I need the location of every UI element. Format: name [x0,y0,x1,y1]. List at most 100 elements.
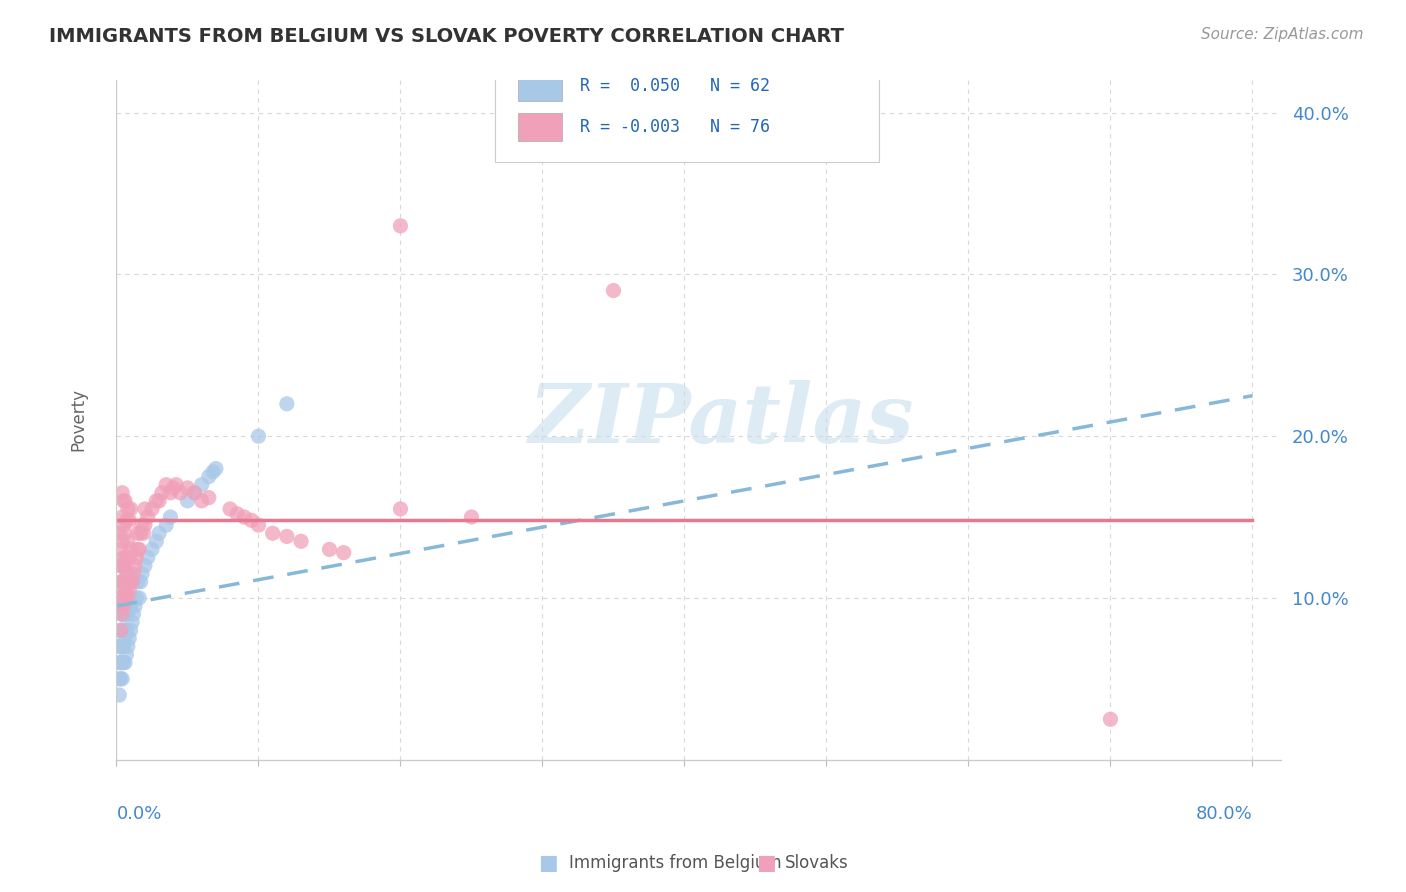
Text: IMMIGRANTS FROM BELGIUM VS SLOVAK POVERTY CORRELATION CHART: IMMIGRANTS FROM BELGIUM VS SLOVAK POVERT… [49,27,844,45]
Point [240,513,263,527]
Point [108,672,131,686]
FancyBboxPatch shape [519,113,562,142]
Point [110,542,132,557]
Point [124,558,146,573]
Point [183,485,205,500]
Point [108,656,131,670]
Point [108,688,131,702]
Point [112,558,135,573]
Text: Source: ZipAtlas.com: Source: ZipAtlas.com [1201,27,1364,42]
Point [318,542,340,557]
Point [122,566,145,581]
Text: ■: ■ [756,854,776,873]
Point [389,219,412,233]
Point [117,502,139,516]
Point [145,494,167,508]
Point [111,656,134,670]
Text: R =  0.050   N = 62: R = 0.050 N = 62 [579,78,770,95]
Point [110,599,132,613]
Point [131,566,153,581]
Point [129,574,152,589]
Point [125,550,148,565]
Point [112,574,135,589]
Point [128,591,150,605]
Point [108,526,131,541]
Point [110,607,132,621]
Point [108,558,131,573]
Point [111,672,134,686]
Point [247,429,270,443]
Point [111,624,134,638]
Point [134,518,156,533]
Point [115,513,138,527]
Point [111,607,134,621]
Point [114,574,136,589]
Point [111,485,134,500]
Point [262,526,284,541]
Point [115,566,138,581]
Point [197,491,219,505]
Point [127,574,149,589]
Point [122,607,145,621]
Point [165,477,187,491]
Text: ZIPatlas: ZIPatlas [529,380,915,460]
Point [118,582,141,597]
Point [145,534,167,549]
Point [114,526,136,541]
Point [276,529,298,543]
Point [197,469,219,483]
Point [118,632,141,646]
Point [110,574,132,589]
Point [136,510,159,524]
Point [110,672,132,686]
Point [389,502,412,516]
Point [117,534,139,549]
Point [122,574,145,589]
Point [120,599,142,613]
Point [131,518,153,533]
Point [141,502,163,516]
Point [111,510,134,524]
Point [205,461,228,475]
Point [1099,712,1122,726]
Point [112,494,135,508]
Point [118,513,141,527]
Point [190,494,212,508]
Point [276,397,298,411]
Point [233,510,256,524]
Point [121,591,143,605]
Point [112,518,135,533]
Text: 80.0%: 80.0% [1195,805,1253,823]
Point [148,526,170,541]
Text: Immigrants from Belgium: Immigrants from Belgium [569,855,782,872]
Point [108,591,131,605]
Point [114,558,136,573]
Point [111,591,134,605]
Point [117,566,139,581]
Text: R = -0.003   N = 76: R = -0.003 N = 76 [579,118,770,136]
FancyBboxPatch shape [519,72,562,101]
Point [602,284,624,298]
Point [111,558,134,573]
Point [114,607,136,621]
Point [134,502,156,516]
Point [202,465,225,479]
Point [134,558,156,573]
Point [110,640,132,654]
Point [155,518,177,533]
Point [125,591,148,605]
Point [183,485,205,500]
Point [176,494,198,508]
Point [115,599,138,613]
Point [112,591,135,605]
Point [124,599,146,613]
Point [159,485,181,500]
Point [111,574,134,589]
Point [112,607,135,621]
Point [112,599,135,613]
Point [460,510,482,524]
Point [148,494,170,508]
Text: Poverty: Poverty [69,389,87,451]
Point [155,477,177,491]
Point [114,494,136,508]
